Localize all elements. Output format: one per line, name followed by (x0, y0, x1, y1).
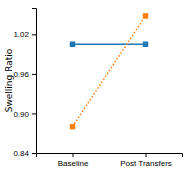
marks (70, 13, 148, 129)
y-tick-label: 0.84 (13, 149, 29, 158)
y-axis-title: Swelling Ratio (4, 48, 14, 112)
y-tick: 0.90 (13, 110, 36, 119)
x-tick-label: Baseline (58, 159, 89, 168)
y-tick-mark (32, 153, 36, 154)
x-tick-mark (73, 153, 74, 157)
series-marker (143, 42, 148, 47)
y-axis: 0.84 0.90 0.96 1.02 (13, 9, 36, 159)
y-tick-label: 0.90 (13, 110, 29, 119)
x-tick-label: Post Transfers (120, 159, 172, 168)
x-tick: Baseline (58, 153, 89, 168)
series-line (73, 44, 146, 46)
x-axis: Baseline Post Transfers (37, 153, 183, 168)
series-marker (70, 42, 75, 47)
y-tick-mark (32, 34, 36, 35)
plot: 0.84 0.90 0.96 1.02 Baseline Post Transfers (13, 9, 182, 168)
y-tick: 0.96 (13, 70, 36, 79)
x-tick-mark (146, 153, 147, 157)
y-tick: 1.02 (13, 30, 36, 39)
chart: 0.84 0.90 0.96 1.02 Baseline Post Transfers Sw… (0, 0, 190, 171)
x-tick: Post Transfers (120, 153, 172, 168)
y-tick: 0.84 (13, 149, 36, 158)
y-axis-line (32, 9, 37, 154)
y-tick-mark (32, 113, 36, 114)
series-line (73, 16, 146, 127)
series-marker (143, 13, 148, 18)
y-tick-label: 0.96 (13, 70, 29, 79)
y-tick-mark (32, 74, 36, 75)
y-tick-label: 1.02 (13, 30, 29, 39)
x-axis-line (37, 154, 183, 158)
series-marker (70, 124, 75, 129)
